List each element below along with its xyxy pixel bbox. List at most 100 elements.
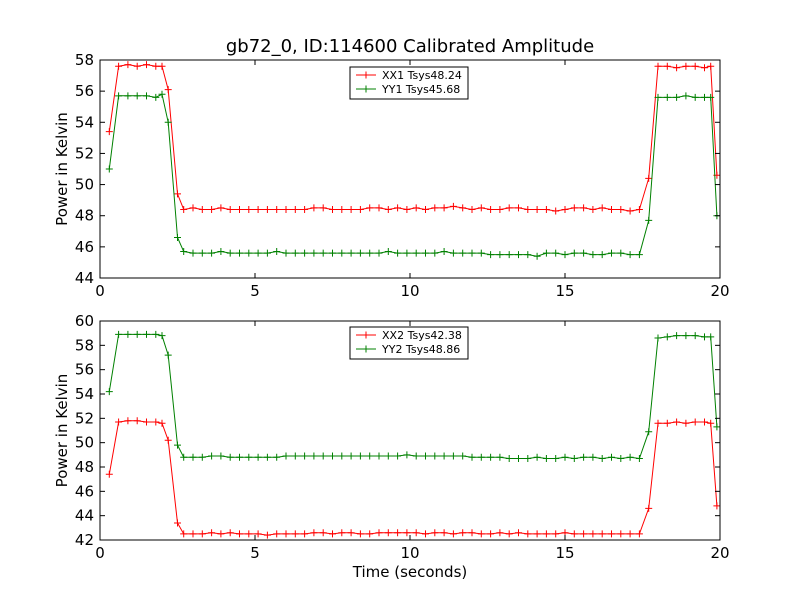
data-point [403, 451, 411, 459]
data-point [422, 249, 429, 257]
top-subplot: 0 5 10 15 20 44 46 48 50 52 54 56 58 Power in Kelvin X… [53, 51, 730, 300]
data-point [542, 454, 550, 462]
data-point [105, 470, 113, 478]
data-point [164, 436, 172, 444]
legend-marker [362, 85, 370, 93]
data-point [217, 204, 225, 212]
y-axis-label: Power in Kelvin [53, 374, 71, 488]
y-tick-label: 54 [75, 113, 94, 131]
data-point [707, 419, 715, 427]
data-point [542, 205, 550, 213]
data-point [347, 249, 355, 257]
data-point [682, 62, 690, 70]
data-point [440, 452, 448, 460]
data-point [570, 454, 578, 462]
data-point [263, 249, 271, 257]
x-tick-label: 5 [250, 544, 260, 562]
data-point [198, 205, 206, 213]
data-point [338, 452, 346, 460]
data-point [375, 452, 383, 460]
data-point [459, 204, 467, 212]
data-point [663, 419, 671, 427]
data-point [319, 452, 327, 460]
y-tick-label: 52 [75, 144, 94, 162]
data-point [422, 205, 429, 213]
data-point [645, 504, 653, 512]
x-tick-label: 15 [555, 282, 574, 300]
data-point [174, 234, 181, 242]
data-point [329, 452, 336, 460]
data-point [691, 418, 699, 426]
data-point [347, 529, 355, 537]
legend-box [349, 326, 469, 360]
data-point [598, 251, 606, 259]
y-tick-label: 56 [75, 82, 94, 100]
data-point [682, 332, 690, 340]
data-point [431, 249, 439, 257]
data-point [366, 204, 374, 212]
data-point [663, 62, 671, 70]
data-point [174, 441, 181, 449]
data-point [635, 251, 643, 259]
data-point [570, 530, 578, 538]
data-point [375, 204, 383, 212]
data-point [158, 332, 166, 340]
data-point [198, 249, 206, 257]
data-point [152, 330, 160, 338]
data-point [310, 452, 318, 460]
data-point [254, 249, 262, 257]
data-point [682, 92, 690, 100]
y-tick-label: 46 [75, 238, 94, 256]
x-tick-label: 0 [95, 544, 105, 562]
data-point [245, 249, 253, 257]
data-point [356, 205, 364, 213]
data-point [701, 64, 708, 72]
data-point [384, 452, 392, 460]
data-point [459, 529, 467, 537]
data-point [291, 249, 299, 257]
data-point [143, 92, 150, 100]
data-point [477, 249, 485, 257]
y-tick-label: 44 [75, 269, 94, 287]
data-point [431, 452, 439, 460]
data-point [580, 453, 588, 461]
data-point [542, 249, 550, 257]
y-tick-label: 50 [75, 434, 94, 452]
data-point [208, 529, 216, 537]
data-point [552, 249, 560, 257]
data-point [589, 530, 597, 538]
data-point [626, 207, 634, 215]
data-point [180, 205, 188, 213]
data-point [580, 249, 588, 257]
data-point [663, 333, 671, 341]
data-point [282, 452, 290, 460]
data-point [468, 205, 476, 213]
data-point [338, 529, 346, 537]
data-point [468, 249, 476, 257]
data-point [673, 418, 681, 426]
data-point [431, 529, 439, 537]
data-point [208, 205, 216, 213]
data-point [533, 453, 541, 461]
series-yy [105, 90, 720, 260]
legend-marker [362, 71, 370, 79]
data-point [143, 418, 150, 426]
data-point [133, 330, 141, 338]
data-point [338, 205, 346, 213]
data-point [282, 530, 290, 538]
data-point [115, 330, 123, 338]
data-point [273, 248, 281, 256]
series-line [108, 93, 718, 257]
data-point [143, 61, 150, 69]
data-point [570, 249, 578, 257]
data-point [226, 249, 234, 257]
data-point [217, 530, 225, 538]
data-point [189, 453, 197, 461]
data-point [291, 452, 299, 460]
data-point [487, 251, 495, 259]
data-point [254, 530, 262, 538]
data-point [412, 204, 420, 212]
x-axis-label: Time (seconds) [352, 563, 468, 581]
data-point [626, 530, 634, 538]
